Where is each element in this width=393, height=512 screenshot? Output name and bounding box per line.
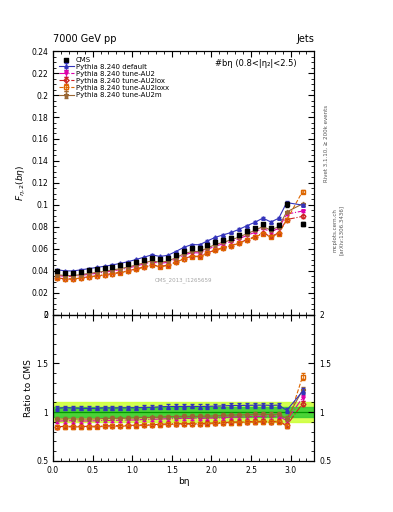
CMS — [149, 253, 155, 262]
CMS — [181, 247, 187, 255]
CMS — [141, 255, 147, 264]
CMS — [173, 251, 179, 259]
CMS — [275, 221, 282, 229]
Text: CMS_2013_I1265659: CMS_2013_I1265659 — [155, 277, 213, 283]
CMS — [94, 265, 100, 273]
Text: [arXiv:1306.3436]: [arXiv:1306.3436] — [339, 205, 344, 255]
Y-axis label: $F_{\eta,2}(b\eta)$: $F_{\eta,2}(b\eta)$ — [15, 165, 28, 201]
CMS — [101, 264, 108, 272]
CMS — [165, 254, 171, 263]
Text: Rivet 3.1.10, ≥ 200k events: Rivet 3.1.10, ≥ 200k events — [324, 105, 329, 182]
CMS — [244, 227, 250, 236]
CMS — [260, 220, 266, 228]
Text: Jets: Jets — [297, 33, 314, 44]
CMS — [196, 244, 203, 252]
CMS — [133, 258, 140, 266]
CMS — [268, 224, 274, 232]
CMS — [228, 233, 234, 242]
CMS — [109, 263, 116, 271]
CMS — [220, 236, 226, 244]
CMS — [252, 224, 258, 232]
CMS — [125, 260, 131, 268]
CMS — [299, 220, 306, 228]
CMS — [157, 255, 163, 264]
CMS — [62, 269, 68, 277]
Y-axis label: Ratio to CMS: Ratio to CMS — [24, 359, 33, 417]
CMS — [189, 244, 195, 252]
CMS — [204, 241, 211, 249]
Legend: CMS, Pythia 8.240 default, Pythia 8.240 tune-AU2, Pythia 8.240 tune-AU2lox, Pyth: CMS, Pythia 8.240 default, Pythia 8.240 … — [57, 55, 171, 100]
CMS — [117, 261, 123, 269]
Text: 7000 GeV pp: 7000 GeV pp — [53, 33, 117, 44]
Text: mcplots.cern.ch: mcplots.cern.ch — [332, 208, 337, 252]
CMS — [78, 267, 84, 275]
Text: #bη (0.8<|η₂|<2.5): #bη (0.8<|η₂|<2.5) — [215, 59, 297, 68]
CMS — [283, 200, 290, 208]
CMS — [86, 266, 92, 274]
X-axis label: bη: bη — [178, 477, 189, 486]
CMS — [54, 267, 60, 275]
CMS — [70, 269, 76, 277]
CMS — [212, 238, 219, 246]
CMS — [236, 230, 242, 239]
